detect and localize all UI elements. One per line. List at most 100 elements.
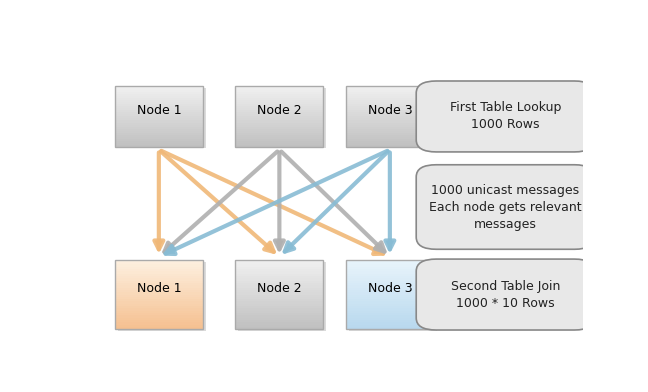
Bar	[115, 130, 203, 132]
FancyBboxPatch shape	[238, 261, 327, 331]
Bar	[346, 271, 434, 274]
Bar	[115, 294, 203, 297]
Bar	[115, 112, 203, 114]
Bar	[115, 318, 203, 320]
Bar	[115, 264, 203, 267]
Bar	[115, 86, 203, 88]
Bar	[115, 92, 203, 94]
Bar	[115, 102, 203, 104]
Bar	[235, 136, 323, 139]
Bar	[115, 88, 203, 90]
Bar	[346, 106, 434, 109]
Bar	[115, 280, 203, 283]
Bar	[346, 301, 434, 304]
Bar	[346, 116, 434, 118]
Bar	[235, 290, 323, 292]
Bar	[346, 128, 434, 131]
Text: First Table Lookup
1000 Rows: First Table Lookup 1000 Rows	[450, 102, 561, 131]
Bar	[115, 134, 203, 136]
Bar	[115, 260, 203, 262]
Bar	[346, 313, 434, 316]
Bar	[346, 283, 434, 285]
Bar	[115, 297, 203, 299]
Bar	[346, 92, 434, 94]
Bar	[346, 306, 434, 309]
Bar	[235, 114, 323, 116]
Bar	[235, 120, 323, 122]
Bar	[235, 92, 323, 94]
Bar	[115, 285, 203, 288]
Bar	[235, 118, 323, 120]
Bar	[115, 327, 203, 329]
Bar	[115, 301, 203, 304]
Bar	[346, 122, 434, 125]
Bar	[115, 114, 203, 116]
Bar	[115, 278, 203, 281]
Bar	[115, 138, 203, 141]
Bar	[115, 90, 203, 93]
Bar	[235, 134, 323, 136]
Bar	[346, 110, 434, 113]
Bar	[235, 110, 323, 113]
Bar	[346, 310, 434, 313]
Bar	[346, 98, 434, 100]
Bar	[115, 313, 203, 316]
Bar	[346, 94, 434, 96]
Text: Node 3: Node 3	[367, 104, 412, 117]
Bar	[235, 320, 323, 322]
Text: Node 3: Node 3	[367, 282, 412, 295]
Bar	[346, 308, 434, 311]
FancyBboxPatch shape	[416, 259, 594, 330]
Bar	[115, 320, 203, 322]
Bar	[346, 269, 434, 271]
Bar	[115, 299, 203, 301]
Bar	[115, 120, 203, 122]
Bar	[235, 322, 323, 325]
Bar	[115, 100, 203, 102]
Bar	[235, 324, 323, 327]
Bar	[346, 327, 434, 329]
Bar	[235, 116, 323, 118]
Text: 1000 unicast messages
Each node gets relevant
messages: 1000 unicast messages Each node gets rel…	[429, 183, 582, 230]
FancyBboxPatch shape	[238, 88, 327, 149]
FancyBboxPatch shape	[349, 261, 437, 331]
Bar	[115, 110, 203, 113]
Bar	[115, 322, 203, 325]
Bar	[346, 112, 434, 114]
Bar	[346, 118, 434, 120]
Bar	[346, 318, 434, 320]
Bar	[235, 260, 323, 262]
Bar	[115, 306, 203, 309]
Bar	[235, 303, 323, 306]
Bar	[235, 142, 323, 145]
Bar	[346, 132, 434, 134]
Bar	[235, 88, 323, 90]
Bar	[346, 108, 434, 111]
Bar	[235, 90, 323, 93]
Text: Node 1: Node 1	[137, 282, 181, 295]
Bar	[115, 287, 203, 290]
Bar	[346, 260, 434, 262]
Bar	[346, 294, 434, 297]
Bar	[115, 124, 203, 127]
Bar	[235, 318, 323, 320]
Bar	[346, 278, 434, 281]
Bar	[346, 267, 434, 269]
FancyBboxPatch shape	[424, 86, 593, 151]
Bar	[115, 324, 203, 327]
Bar	[235, 269, 323, 271]
Bar	[235, 262, 323, 265]
Bar	[346, 134, 434, 136]
Bar	[235, 278, 323, 281]
Bar	[235, 112, 323, 114]
FancyBboxPatch shape	[118, 88, 206, 149]
Bar	[346, 140, 434, 143]
Bar	[235, 313, 323, 316]
Bar	[346, 90, 434, 93]
Bar	[115, 128, 203, 131]
Bar	[346, 315, 434, 318]
Bar	[235, 102, 323, 104]
Bar	[235, 86, 323, 88]
Bar	[346, 104, 434, 106]
Bar	[115, 144, 203, 147]
